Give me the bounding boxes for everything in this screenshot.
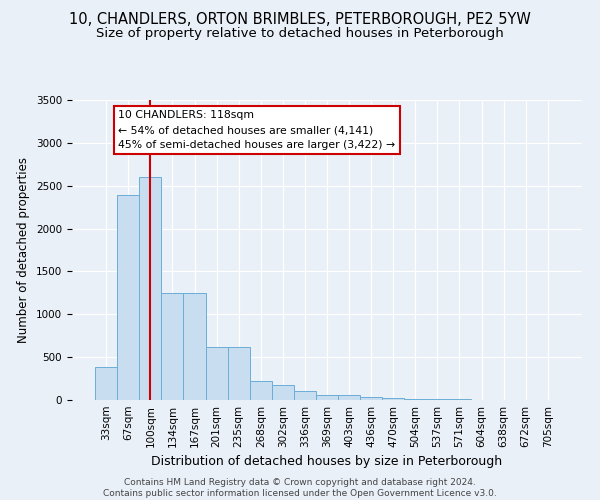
Bar [338,396,360,400]
Text: 10, CHANDLERS, ORTON BRIMBLES, PETERBOROUGH, PE2 5YW: 10, CHANDLERS, ORTON BRIMBLES, PETERBORO… [69,12,531,28]
Bar [206,347,227,400]
Text: Contains HM Land Registry data © Crown copyright and database right 2024.
Contai: Contains HM Land Registry data © Crown c… [103,478,497,498]
Bar [95,366,117,400]
Y-axis label: Number of detached properties: Number of detached properties [17,157,31,343]
X-axis label: Distribution of detached houses by size in Peterborough: Distribution of detached houses by size … [151,456,503,468]
Bar [117,195,139,400]
Bar [360,398,382,400]
Bar [316,395,338,400]
Bar [227,347,250,400]
Bar [404,398,427,400]
Bar [161,293,184,400]
Bar [250,381,272,400]
Bar [382,398,404,400]
Text: 10 CHANDLERS: 118sqm
← 54% of detached houses are smaller (4,141)
45% of semi-de: 10 CHANDLERS: 118sqm ← 54% of detached h… [118,110,395,150]
Bar [184,293,206,400]
Bar [272,386,294,400]
Bar [139,177,161,400]
Bar [294,392,316,400]
Text: Size of property relative to detached houses in Peterborough: Size of property relative to detached ho… [96,28,504,40]
